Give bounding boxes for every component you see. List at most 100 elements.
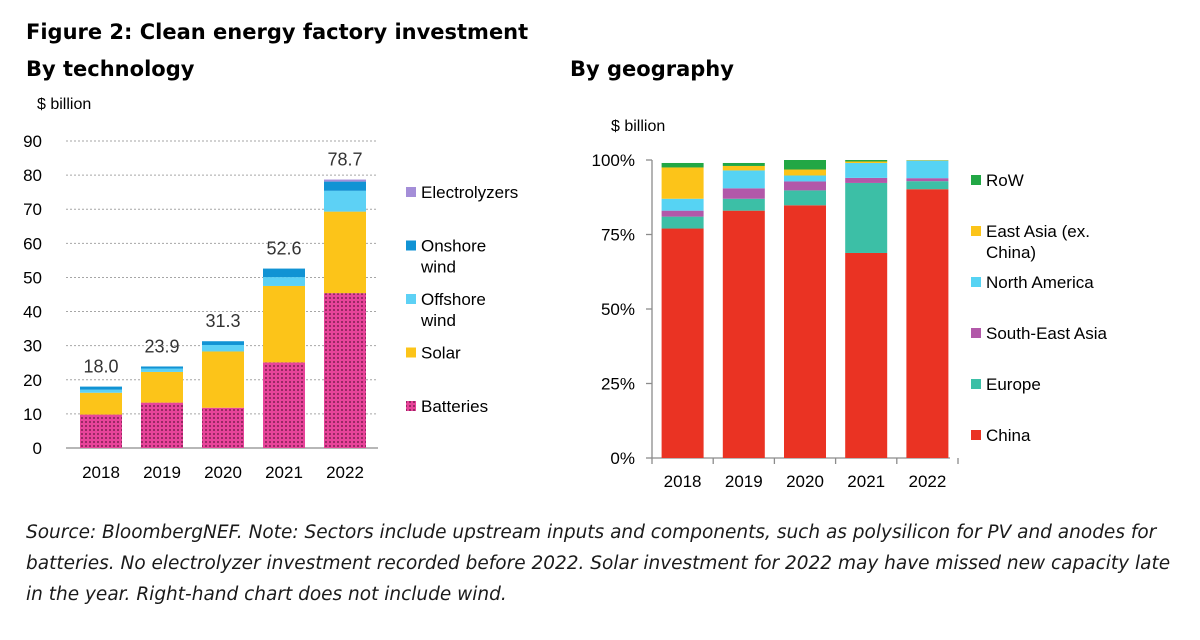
bar-north-america [661, 198, 704, 211]
bar-south-east-asia [784, 181, 826, 191]
bar-onshore-wind [202, 341, 244, 345]
bar-europe [661, 216, 704, 229]
geography-chart: By geography $ billion 0% 25% 50% 75% 100% 20… [570, 57, 1108, 491]
legend-swatch-offshore-wind [406, 294, 416, 304]
bar-china [906, 189, 949, 459]
legend-swatch-china [971, 430, 981, 440]
bar-north-america [722, 170, 765, 189]
data-label: 78.7 [327, 150, 362, 170]
x-tick-label: 2020 [204, 463, 242, 482]
bar-south-east-asia [906, 178, 949, 182]
y-tick-label: 30 [23, 337, 42, 356]
legend-swatch-batteries [406, 401, 416, 411]
legend-label-batteries: Batteries [421, 397, 488, 416]
x-tick-label: 2019 [143, 463, 181, 482]
x-tick-label: 2022 [908, 472, 946, 491]
bar-south-east-asia [722, 188, 765, 199]
x-tick-label: 2019 [725, 472, 763, 491]
bar-east-asia-ex-china [784, 169, 826, 176]
figure-title: Figure 2: Clean energy factory investmen… [26, 20, 528, 44]
y-tick-label: 0 [33, 439, 42, 458]
bar-offshore-wind [80, 389, 122, 393]
bar-south-east-asia [845, 177, 888, 183]
technology-chart-title: By technology [26, 57, 195, 81]
bar-europe [784, 190, 826, 206]
geography-chart-title: By geography [570, 57, 734, 81]
bar-north-america [845, 162, 888, 178]
bar-solar [141, 371, 183, 403]
y-tick-label: 0% [610, 449, 635, 468]
bar-east-asia-ex-china [661, 167, 704, 199]
bar-south-east-asia [661, 210, 704, 217]
legend-label-onshore-wind: Onshore wind [420, 237, 486, 277]
legend-label-south-east-asia: South-East Asia [986, 324, 1108, 343]
legend-swatch-europe [971, 379, 981, 389]
bar-row [661, 162, 704, 168]
bar-offshore-wind [141, 368, 183, 372]
bar-china [845, 252, 888, 458]
bar-offshore-wind [263, 277, 305, 286]
bar-europe [722, 198, 765, 211]
bar-offshore-wind [202, 344, 244, 352]
legend-swatch-onshore-wind [406, 240, 416, 251]
bar-china [722, 210, 765, 458]
bar-batteries [202, 407, 244, 448]
data-label: 31.3 [205, 311, 240, 331]
y-tick-label: 25% [601, 375, 635, 394]
bar-solar [80, 392, 122, 415]
y-tick-label: 100% [592, 151, 635, 170]
bar-row [845, 160, 888, 162]
y-tick-label: 75% [601, 226, 635, 245]
bar-batteries [324, 293, 366, 448]
legend-label-china: China [986, 426, 1031, 445]
bar-china [784, 205, 826, 458]
y-tick-label: 50 [23, 268, 42, 287]
legend-label-europe: Europe [986, 375, 1041, 394]
y-tick-label: 10 [23, 405, 42, 424]
y-tick-label: 70 [23, 200, 42, 219]
bar-east-asia-ex-china [722, 165, 765, 171]
bar-batteries [80, 414, 122, 448]
bar-onshore-wind [80, 386, 122, 390]
bar-solar [263, 285, 305, 363]
data-label: 18.0 [83, 357, 118, 377]
legend-label-offshore-wind: Offshore wind [420, 290, 486, 330]
figure-canvas: Figure 2: Clean energy factory investmen… [23, 20, 1108, 491]
bar-china [661, 228, 704, 458]
geography-y-unit: $ billion [611, 118, 665, 135]
legend-label-north-america: North America [986, 273, 1094, 292]
y-tick-label: 60 [23, 234, 42, 253]
technology-chart: By technology $ billion 0 10 20 30 40 50 60 70 8… [23, 57, 518, 482]
y-tick-label: 20 [23, 371, 42, 390]
bar-east-asia-ex-china [845, 161, 888, 163]
x-tick-label: 2018 [664, 472, 702, 491]
bar-row [784, 160, 826, 170]
legend-label-east-asia-ex-china: East Asia (ex. China) [986, 222, 1090, 262]
x-tick-label: 2020 [786, 472, 824, 491]
bar-batteries [263, 362, 305, 448]
bar-row [722, 162, 765, 166]
x-tick-label: 2018 [82, 463, 120, 482]
bar-europe [906, 181, 949, 190]
legend-swatch-row [971, 175, 981, 185]
bar-electrolyzers [324, 179, 366, 182]
y-tick-label: 80 [23, 166, 42, 185]
bar-offshore-wind [324, 190, 366, 212]
legend-swatch-solar [406, 347, 416, 358]
legend-swatch-electrolyzers [406, 187, 416, 197]
data-label: 23.9 [144, 336, 179, 356]
source-note: Source: BloombergNEF. Note: Sectors incl… [26, 522, 1171, 605]
bar-europe [845, 182, 888, 253]
legend-label-row: RoW [986, 171, 1024, 190]
bar-north-america [784, 175, 826, 182]
x-tick-label: 2021 [265, 463, 303, 482]
bar-onshore-wind [263, 268, 305, 278]
y-tick-label: 50% [601, 300, 635, 319]
bar-onshore-wind [141, 366, 183, 369]
bar-batteries [141, 402, 183, 448]
bar-solar [202, 351, 244, 408]
x-tick-label: 2022 [326, 463, 364, 482]
legend-label-electrolyzers: Electrolyzers [421, 183, 518, 202]
y-tick-label: 90 [23, 132, 42, 151]
bar-north-america [906, 160, 949, 179]
